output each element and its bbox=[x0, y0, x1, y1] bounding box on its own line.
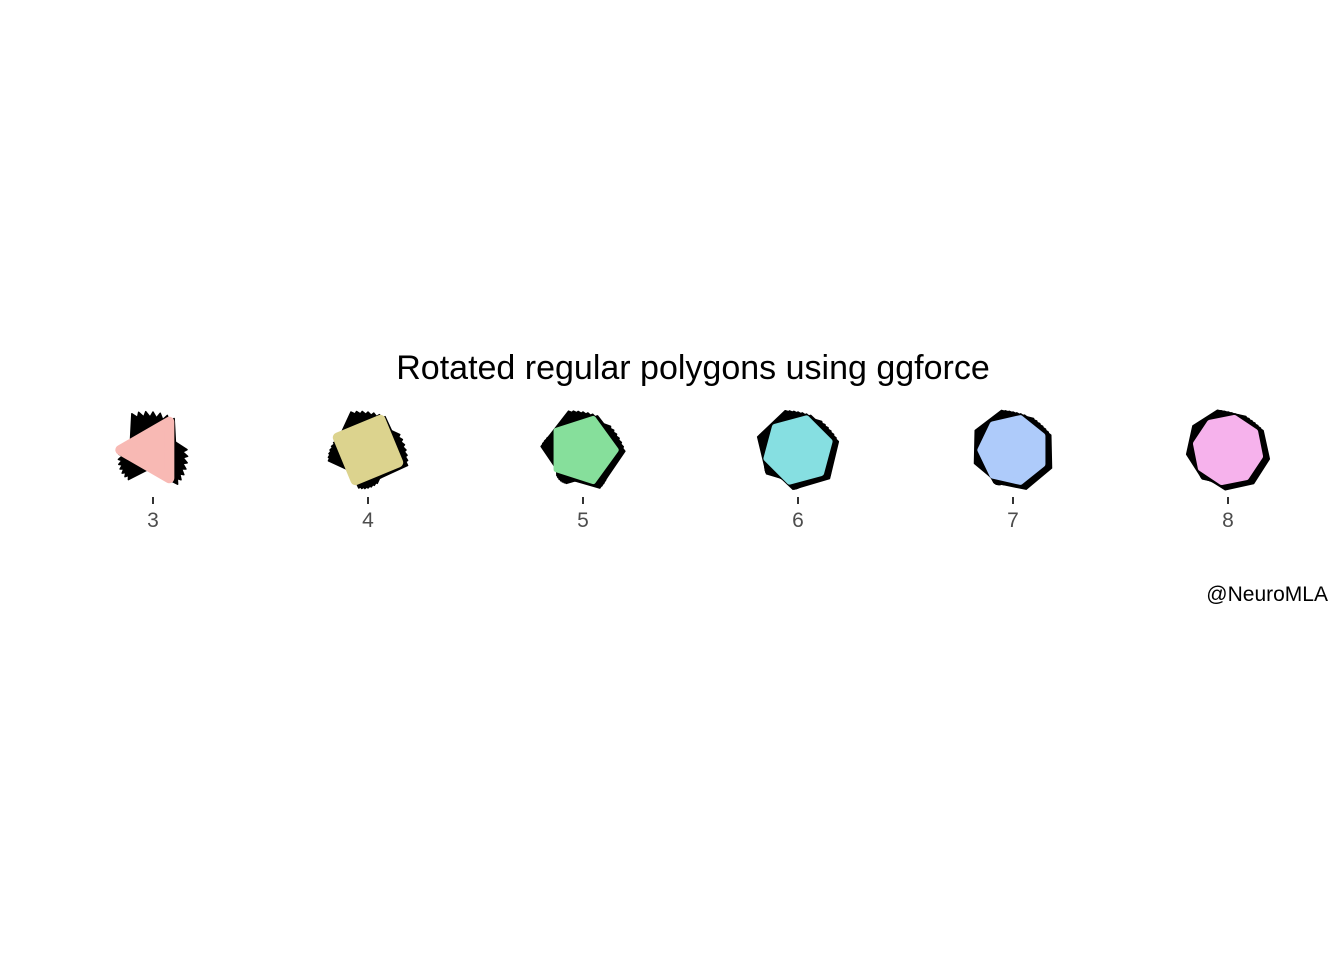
x-tick-label-7: 7 bbox=[1007, 509, 1019, 532]
polygon-fill-6 bbox=[763, 415, 833, 485]
x-tick-label-4: 4 bbox=[362, 509, 374, 532]
polygon-stack-3 bbox=[115, 410, 189, 485]
x-tick-label-8: 8 bbox=[1222, 509, 1234, 532]
chart-caption: @NeuroMLA bbox=[1206, 583, 1328, 606]
polygon-stack-7 bbox=[973, 409, 1053, 490]
polygon-fill-7 bbox=[977, 415, 1046, 485]
polygon-stack-4 bbox=[327, 410, 409, 490]
polygon-fill-3 bbox=[115, 416, 175, 484]
polygon-stack-5 bbox=[540, 410, 626, 489]
x-tick-label-5: 5 bbox=[577, 509, 589, 532]
polygon-fill-8 bbox=[1192, 414, 1264, 486]
x-axis: 3 4 5 6 7 8 bbox=[147, 497, 1234, 532]
chart-title: Rotated regular polygons using ggforce bbox=[396, 349, 990, 387]
polygon-fill-4 bbox=[332, 414, 404, 486]
polygon-stack-8 bbox=[1185, 409, 1271, 491]
x-tick-label-3: 3 bbox=[147, 509, 159, 532]
x-tick-label-6: 6 bbox=[792, 509, 804, 532]
polygon-glyphs bbox=[115, 409, 1271, 491]
polygon-fill-5 bbox=[553, 415, 619, 485]
polygon-stack-6 bbox=[756, 409, 840, 491]
